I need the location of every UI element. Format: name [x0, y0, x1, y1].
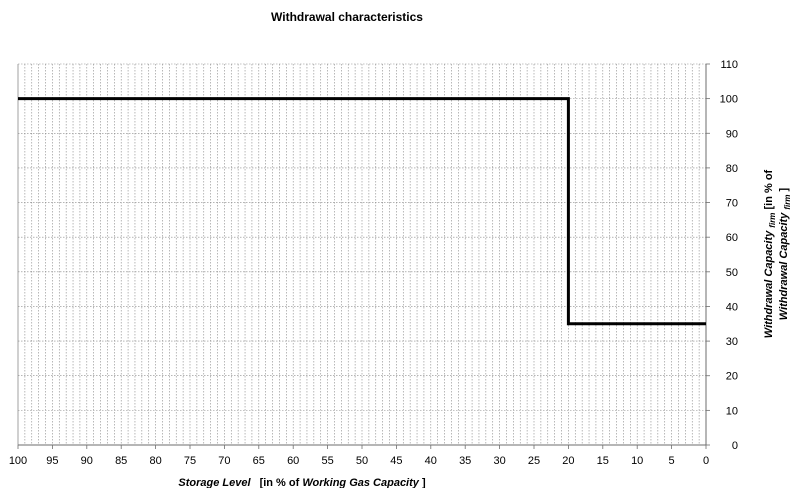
x-tick-label: 5: [669, 455, 675, 467]
y-tick-label: 70: [726, 198, 738, 210]
y-tick-label: 0: [732, 440, 738, 452]
y-tick-label: 60: [726, 232, 738, 244]
y-tick-label: 50: [726, 267, 738, 279]
y-label-line2-tail: ]: [778, 187, 790, 191]
x-label-open: [in % of: [260, 477, 303, 488]
x-tick-label: 95: [46, 455, 58, 467]
x-tick-label: 60: [287, 455, 299, 467]
y-tick-label: 110: [720, 59, 738, 71]
y-label-line1-tail: [in % of: [763, 169, 775, 209]
y-tick-label: 10: [726, 405, 738, 417]
x-axis-label: Storage Level [in % of Working Gas Capac…: [178, 477, 426, 488]
svg-text:Withdrawal Capacity firm: Withdrawal Capacity firm [in % of: [763, 169, 778, 338]
x-tick-label: 75: [184, 455, 196, 467]
x-tick-label: 65: [253, 455, 265, 467]
x-tick-label: 100: [9, 455, 27, 467]
x-tick-label: 40: [425, 455, 437, 467]
y-tick-label: 40: [726, 301, 738, 313]
y-tick-labels: 0 10 20 30 40 50 60 70 80 90 100 110: [720, 59, 738, 452]
x-tick-label: 20: [562, 455, 574, 467]
y-label-line2-sub: firm: [783, 195, 792, 210]
y-tick-label: 100: [720, 94, 738, 106]
grid: [18, 63, 706, 445]
x-tick-label: 30: [493, 455, 505, 467]
x-tick-label: 10: [631, 455, 643, 467]
y-label-line1-main: Withdrawal Capacity: [763, 230, 775, 338]
svg-text:Withdrawal Capacity firm: Withdrawal Capacity firm ]: [778, 187, 793, 320]
x-tick-label: 90: [81, 455, 93, 467]
axes: [17, 63, 710, 449]
x-tick-label: 50: [356, 455, 368, 467]
x-tick-label: 45: [390, 455, 402, 467]
y-tick-label: 80: [726, 163, 738, 175]
chart-title: Withdrawal characteristics: [271, 10, 423, 24]
y-tick-label: 90: [726, 128, 738, 140]
x-tick-label: 70: [218, 455, 230, 467]
series-layer: [18, 97, 706, 326]
x-tick-labels: 100 95 90 85 80 75 70 65 60 55 50 45 40 35 30 25 20 15 10 5…: [9, 455, 709, 467]
x-label-close: ]: [422, 477, 426, 488]
x-label-emph: Working Gas Capacity: [302, 477, 419, 488]
x-tick-label: 55: [321, 455, 333, 467]
x-tick-label: 80: [149, 455, 161, 467]
x-tick-label: 15: [597, 455, 609, 467]
y-tick-label: 20: [726, 371, 738, 383]
y-axis-label: Withdrawal Capacity firm [in % of Withdr…: [763, 169, 793, 338]
x-tick-label: 85: [115, 455, 127, 467]
y-label-line2-main: Withdrawal Capacity: [778, 212, 790, 320]
x-tick-label: 0: [703, 455, 709, 467]
x-label-main: Storage Level: [178, 477, 251, 488]
series-line: [18, 97, 706, 326]
y-label-line1-sub: firm: [768, 213, 777, 228]
x-tick-label: 35: [459, 455, 471, 467]
x-tick-label: 25: [528, 455, 540, 467]
y-tick-label: 30: [726, 336, 738, 348]
